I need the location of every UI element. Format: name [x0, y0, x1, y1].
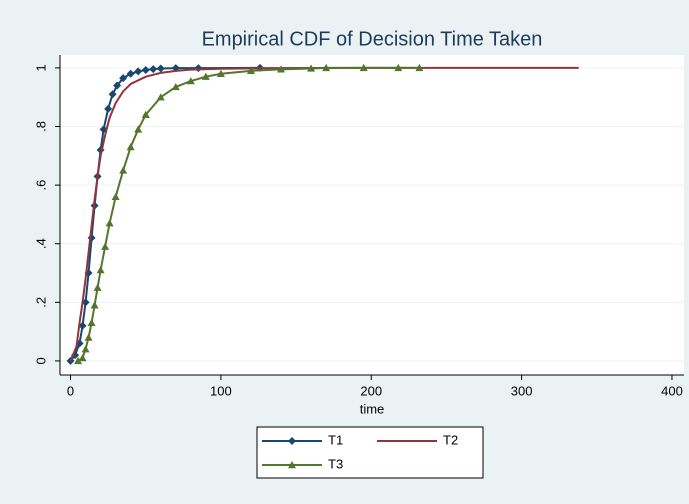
data-point	[134, 125, 143, 133]
data-point	[74, 356, 83, 365]
plot-area	[60, 55, 684, 375]
y-tick-label: .8	[33, 121, 48, 132]
legend-label: T3	[328, 456, 343, 471]
x-tick-label: 200	[360, 383, 382, 398]
data-point	[78, 321, 87, 330]
data-point	[201, 72, 210, 80]
legend-label: T2	[443, 432, 458, 447]
data-point	[96, 266, 105, 274]
x-axis-label: time	[360, 401, 385, 416]
data-point	[104, 104, 113, 113]
y-tick-label: 1	[33, 64, 48, 71]
series-line	[69, 66, 579, 362]
data-point	[141, 65, 150, 74]
data-point	[277, 65, 286, 73]
y-tick-label: .6	[33, 180, 48, 191]
data-point	[81, 345, 90, 353]
data-point	[90, 301, 99, 309]
legend-box	[256, 426, 484, 479]
data-point	[126, 69, 135, 78]
data-point	[246, 66, 255, 75]
data-point	[119, 74, 128, 83]
y-tick-label: .2	[33, 297, 48, 308]
data-point	[108, 90, 117, 99]
data-point	[134, 67, 143, 76]
data-point	[171, 82, 180, 91]
x-tick-label: 100	[210, 383, 232, 398]
legend-marker	[288, 461, 296, 469]
y-tick-label: 0	[33, 357, 48, 364]
x-tick-label: 0	[67, 383, 74, 398]
chart-title: Empirical CDF of Decision Time Taken	[202, 28, 543, 50]
x-tick-label: 300	[511, 383, 533, 398]
data-point	[84, 333, 93, 341]
data-point	[322, 63, 331, 72]
data-point	[105, 219, 114, 227]
data-point	[111, 192, 120, 201]
data-point	[216, 69, 225, 77]
data-point	[307, 64, 316, 72]
data-point	[113, 81, 122, 90]
data-point	[78, 354, 87, 362]
data-point	[156, 64, 165, 73]
data-point	[156, 93, 165, 101]
y-tick-label: .4	[33, 238, 48, 249]
data-point	[93, 283, 102, 291]
data-point	[141, 110, 150, 118]
data-point	[149, 65, 158, 74]
data-point	[394, 63, 403, 72]
data-point	[101, 242, 110, 250]
data-point	[415, 63, 424, 72]
data-point	[126, 143, 135, 151]
x-tick-label: 400	[661, 383, 683, 398]
data-point	[119, 166, 128, 174]
data-point	[87, 318, 96, 327]
legend-label: T1	[328, 432, 343, 447]
legend-marker	[288, 437, 296, 445]
data-point	[359, 63, 368, 72]
data-point	[186, 77, 195, 85]
